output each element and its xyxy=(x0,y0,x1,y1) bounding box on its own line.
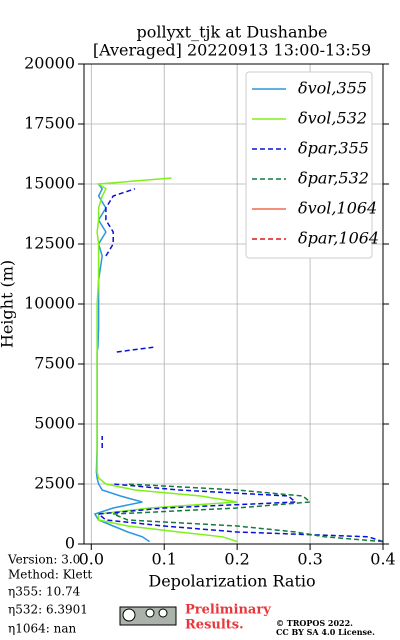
chart-title: [Averaged] 20220913 13:00-13:59 xyxy=(93,41,371,60)
y-axis-label: Height (m) xyxy=(0,260,17,348)
x-tick-label: 0.0 xyxy=(79,550,104,569)
plot-frame xyxy=(83,63,384,545)
license: CC BY SA 4.0 License. xyxy=(276,627,375,637)
y-tick-label: 7500 xyxy=(34,354,75,373)
y-tick-label: 10000 xyxy=(24,294,75,313)
annotation: Version: 3.0 xyxy=(7,553,80,567)
annotation: η1064: nan xyxy=(8,622,76,636)
legend-label: δpar,355 xyxy=(298,139,369,158)
annotation: η355: 10.74 xyxy=(8,585,81,599)
profile-line xyxy=(112,483,384,543)
y-tick-label: 15000 xyxy=(24,174,75,193)
y-tick-label: 12500 xyxy=(24,234,75,253)
x-tick-label: 0.3 xyxy=(297,550,322,569)
x-tick-label: 0.1 xyxy=(151,550,176,569)
y-tick-label: 0 xyxy=(65,534,75,553)
legend-label: δpar,532 xyxy=(298,169,369,188)
legend-label: δpar,1064 xyxy=(298,229,379,248)
preliminary: Results. xyxy=(185,618,244,633)
y-tick-label: 20000 xyxy=(24,54,75,73)
y-tick-label: 5000 xyxy=(34,414,75,433)
legend-label: δvol,355 xyxy=(298,79,367,98)
profile-line xyxy=(96,177,238,543)
x-tick-label: 0.4 xyxy=(370,550,395,569)
y-tick-label: 2500 xyxy=(34,474,75,493)
preliminary: Preliminary xyxy=(185,603,271,618)
license: © TROPOS 2022. xyxy=(276,618,353,628)
cc-logo xyxy=(119,606,177,626)
y-tick-label: 17500 xyxy=(24,114,75,133)
x-tick-label: 0.2 xyxy=(224,550,249,569)
legend-label: δvol,1064 xyxy=(298,199,377,218)
annotation: Method: Klett xyxy=(8,568,92,582)
chart-title: pollyxt_tjk at Dushanbe xyxy=(136,23,327,42)
annotation: η532: 6.3901 xyxy=(8,603,88,617)
legend-label: δvol,532 xyxy=(298,109,367,128)
x-axis-label: Depolarization Ratio xyxy=(148,572,315,591)
